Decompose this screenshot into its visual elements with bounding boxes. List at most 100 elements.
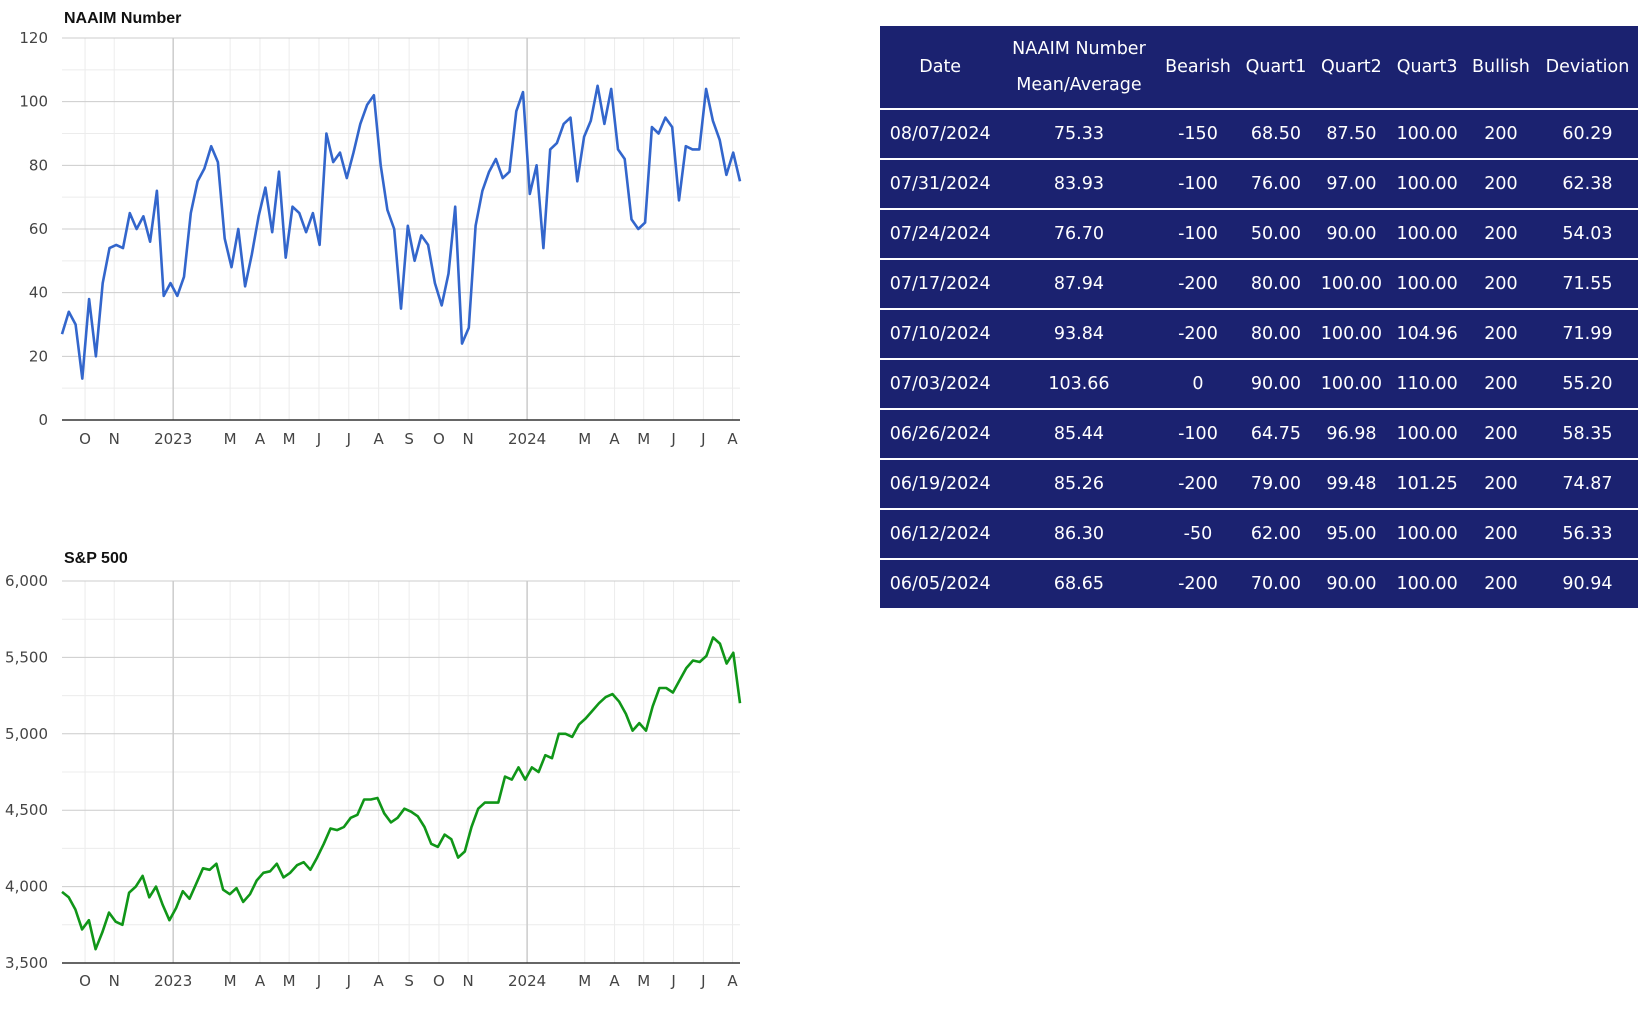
cell-quart1: 80.00 xyxy=(1238,259,1314,310)
cell-quart3: 100.00 xyxy=(1389,409,1465,460)
naaim-y-tick-label: 0 xyxy=(38,411,48,429)
cell-date: 06/12/2024 xyxy=(880,509,1001,560)
table-row: 06/12/2024 86.30 -50 62.00 95.00 100.00 200 56.… xyxy=(880,509,1638,560)
cell-quart2: 95.00 xyxy=(1313,509,1390,560)
cell-naaim: 85.44 xyxy=(1000,409,1158,460)
header-naaim-number: NAAIM Number Mean/Average xyxy=(1000,26,1158,110)
cell-quart3: 100.00 xyxy=(1396,574,1458,594)
table-row: 06/05/2024 68.65 -200 70.00 90.00 100.00 200 90… xyxy=(880,559,1638,608)
naaim-y-tick-label: 100 xyxy=(19,93,48,111)
naaim-x-tick-label: A xyxy=(727,430,738,448)
cell-naaim: 83.93 xyxy=(1000,159,1158,210)
spx-x-tick-label: J xyxy=(346,972,351,990)
cell-date: 06/26/2024 xyxy=(880,409,1001,460)
table-row: 07/03/2024 103.66 0 90.00 100.00 110.00 200 55.… xyxy=(880,359,1638,410)
cell-bullish: 200 xyxy=(1464,309,1537,360)
cell-quart2: 87.50 xyxy=(1313,109,1390,160)
naaim-x-tick-label: N xyxy=(463,430,474,448)
cell-deviation: 71.99 xyxy=(1536,309,1638,360)
spx-x-tick-label: J xyxy=(670,972,675,990)
cell-quart2: 100.00 xyxy=(1313,359,1390,410)
cell-deviation: 71.55 xyxy=(1536,259,1638,310)
naaim-data-table: Date NAAIM Number Mean/Average Bearish Q… xyxy=(880,26,1638,608)
spx-x-tick-label: J xyxy=(700,972,705,990)
cell-deviation: 60.29 xyxy=(1536,109,1638,160)
spx-y-tick-label: 5,000 xyxy=(5,725,48,743)
cell-naaim: 86.30 xyxy=(1000,509,1158,560)
naaim-series-line xyxy=(60,84,742,380)
naaim-x-tick-label: S xyxy=(404,430,414,448)
naaim-x-tick-label: A xyxy=(609,430,620,448)
cell-quart3: 110.00 xyxy=(1389,359,1465,410)
spx-x-tick-label: A xyxy=(609,972,620,990)
naaim-y-tick-label: 40 xyxy=(29,284,48,302)
spx-y-tick-label: 4,000 xyxy=(5,878,48,896)
naaim-x-tick-label: 2023 xyxy=(154,430,192,448)
cell-quart2: 90.00 xyxy=(1313,209,1390,260)
spx-y-tick-label: 6,000 xyxy=(5,572,48,590)
cell-quart1: 50.00 xyxy=(1238,209,1314,260)
spx-x-tick-label: M xyxy=(637,972,650,990)
cell-bearish: -200 xyxy=(1157,309,1239,360)
spx-x-tick-label: A xyxy=(727,972,738,990)
cell-deviation: 54.03 xyxy=(1536,209,1638,260)
table-row: 07/31/2024 83.93 -100 76.00 97.00 100.00 200 62… xyxy=(880,159,1638,210)
table-row: 07/24/2024 76.70 -100 50.00 90.00 100.00 200 54… xyxy=(880,209,1638,260)
cell-quart1: 76.00 xyxy=(1238,159,1314,210)
cell-quart3: 100.00 xyxy=(1389,509,1465,560)
cell-bullish: 200 xyxy=(1464,409,1537,460)
cell-date: 07/31/2024 xyxy=(880,159,1001,210)
spx-chart-title: S&P 500 xyxy=(64,550,128,567)
header-bullish: Bullish xyxy=(1464,26,1537,110)
cell-bearish: -100 xyxy=(1157,409,1239,460)
naaim-x-tick-label: O xyxy=(79,430,91,448)
cell-naaim: 85.26 xyxy=(1000,459,1158,510)
spx-x-tick-label: M xyxy=(283,972,296,990)
cell-deviation: 55.20 xyxy=(1536,359,1638,410)
cell-quart3: 100.00 xyxy=(1389,209,1465,260)
cell-deviation: 56.33 xyxy=(1536,509,1638,560)
cell-naaim: 68.65 xyxy=(1053,574,1104,594)
naaim-y-tick-label: 80 xyxy=(29,156,48,174)
cell-date: 06/19/2024 xyxy=(880,459,1001,510)
cell-bullish: 200 xyxy=(1464,159,1537,210)
naaim-chart-title: NAAIM Number xyxy=(64,10,182,27)
cell-date: 07/17/2024 xyxy=(880,259,1001,310)
cell-naaim: 103.66 xyxy=(1000,359,1158,410)
cell-naaim: 75.33 xyxy=(1000,109,1158,160)
cell-bearish: -100 xyxy=(1157,159,1239,210)
naaim-x-tick-label: J xyxy=(316,430,321,448)
cell-bearish: -200 xyxy=(1157,259,1239,310)
cell-quart3: 100.00 xyxy=(1389,109,1465,160)
header-naaim-line1: NAAIM Number xyxy=(1012,39,1146,59)
cell-bearish: -150 xyxy=(1157,109,1239,160)
naaim-x-tick-label: M xyxy=(283,430,296,448)
cell-date: 08/07/2024 xyxy=(880,109,1001,160)
spx-x-tick-label: S xyxy=(404,972,414,990)
cell-date: 07/03/2024 xyxy=(880,359,1001,410)
spx-x-tick-label: M xyxy=(578,972,591,990)
spx-series-line xyxy=(61,636,742,951)
naaim-x-tick-label: M xyxy=(224,430,237,448)
cell-quart1: 70.00 xyxy=(1250,574,1302,594)
spx-y-tick-label: 5,500 xyxy=(5,648,48,666)
naaim-y-tick-label: 120 xyxy=(19,30,48,47)
cell-bearish: -200 xyxy=(1157,459,1239,510)
cell-quart3: 100.00 xyxy=(1389,259,1465,310)
cell-bearish: -100 xyxy=(1157,209,1239,260)
cell-quart3: 100.00 xyxy=(1389,159,1465,210)
cell-quart1: 62.00 xyxy=(1238,509,1314,560)
naaim-x-tick-label: A xyxy=(373,430,384,448)
cell-deviation: 74.87 xyxy=(1536,459,1638,510)
spx-y-tick-label: 3,500 xyxy=(5,954,48,972)
cell-quart1: 90.00 xyxy=(1238,359,1314,410)
naaim-x-tick-label: J xyxy=(346,430,351,448)
cell-quart1: 80.00 xyxy=(1238,309,1314,360)
spx-x-tick-label: N xyxy=(109,972,120,990)
cell-quart2: 90.00 xyxy=(1326,574,1377,594)
spx-x-tick-label: 2023 xyxy=(154,972,192,990)
naaim-x-tick-label: J xyxy=(670,430,675,448)
cell-bearish: -50 xyxy=(1157,509,1239,560)
header-deviation: Deviation xyxy=(1536,26,1638,110)
